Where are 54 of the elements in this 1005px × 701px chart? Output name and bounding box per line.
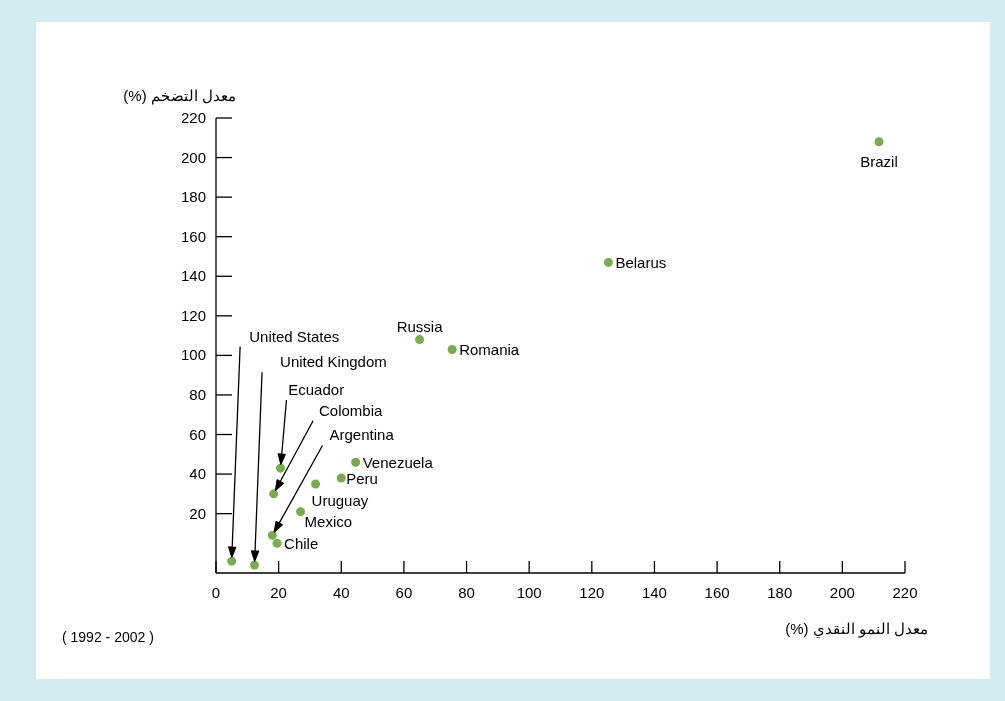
annotation: Uruguay	[311, 491, 369, 509]
annotation: Argentina	[329, 426, 395, 444]
point	[227, 556, 237, 566]
point	[447, 344, 457, 354]
y-tick-label: 200	[180, 148, 206, 166]
y-tick-label: 140	[180, 267, 206, 285]
x-tick-label: 100	[516, 584, 542, 601]
point	[269, 489, 279, 499]
annotation: Romania	[459, 341, 520, 359]
x-tick-label: 120	[579, 584, 605, 601]
point	[267, 530, 277, 540]
y-tick-label: 100	[180, 346, 206, 364]
point	[415, 335, 425, 345]
y-tick-label: 20	[189, 504, 206, 522]
y-tick-label: 60	[189, 425, 206, 443]
annotation: United Kingdom	[280, 353, 387, 371]
point	[276, 463, 286, 473]
y-tick-label: 40	[189, 465, 206, 483]
y-tick-label: 160	[180, 227, 206, 245]
annotation: Russia	[396, 317, 444, 335]
annotation: Mexico	[304, 512, 353, 530]
annotation: Peru	[346, 470, 378, 488]
y-tick-label: 120	[180, 306, 206, 324]
x-tick-label: 60	[395, 584, 413, 601]
annotation: Belarus	[615, 254, 667, 272]
point	[874, 137, 884, 147]
annotation: Venezuela	[362, 454, 434, 472]
point	[311, 479, 321, 489]
x-axis-title: معدل النمو النقدي (%)	[785, 620, 928, 638]
x-tick-label: 80	[458, 584, 475, 601]
point	[296, 507, 306, 517]
point	[603, 257, 613, 267]
x-tick-label: 180	[767, 584, 793, 601]
annotation: Chile	[284, 535, 319, 553]
annotation: Ecuador	[288, 380, 345, 398]
y-tick-label: 220	[180, 109, 206, 126]
annotation: Brazil	[860, 152, 898, 170]
y-tick-label: 80	[189, 385, 206, 403]
x-tick-label: 0	[211, 584, 221, 601]
x-tick-label: 200	[829, 584, 855, 601]
text: ( 1992 - 2002 )	[62, 629, 154, 645]
annotation: United States	[249, 327, 340, 345]
y-tick-label: 180	[180, 188, 206, 206]
point	[336, 473, 346, 483]
x-tick-label: 40	[332, 584, 350, 601]
point	[272, 538, 282, 548]
point	[250, 560, 260, 570]
x-tick-label: 220	[892, 584, 918, 601]
y-axis-title: معدل التضخم (%)	[123, 87, 236, 105]
x-tick-label: 20	[270, 584, 287, 601]
x-tick-label: 140	[641, 584, 667, 601]
annotation: Colombia	[318, 401, 383, 419]
point	[351, 457, 361, 467]
x-tick-label: 160	[704, 584, 730, 601]
